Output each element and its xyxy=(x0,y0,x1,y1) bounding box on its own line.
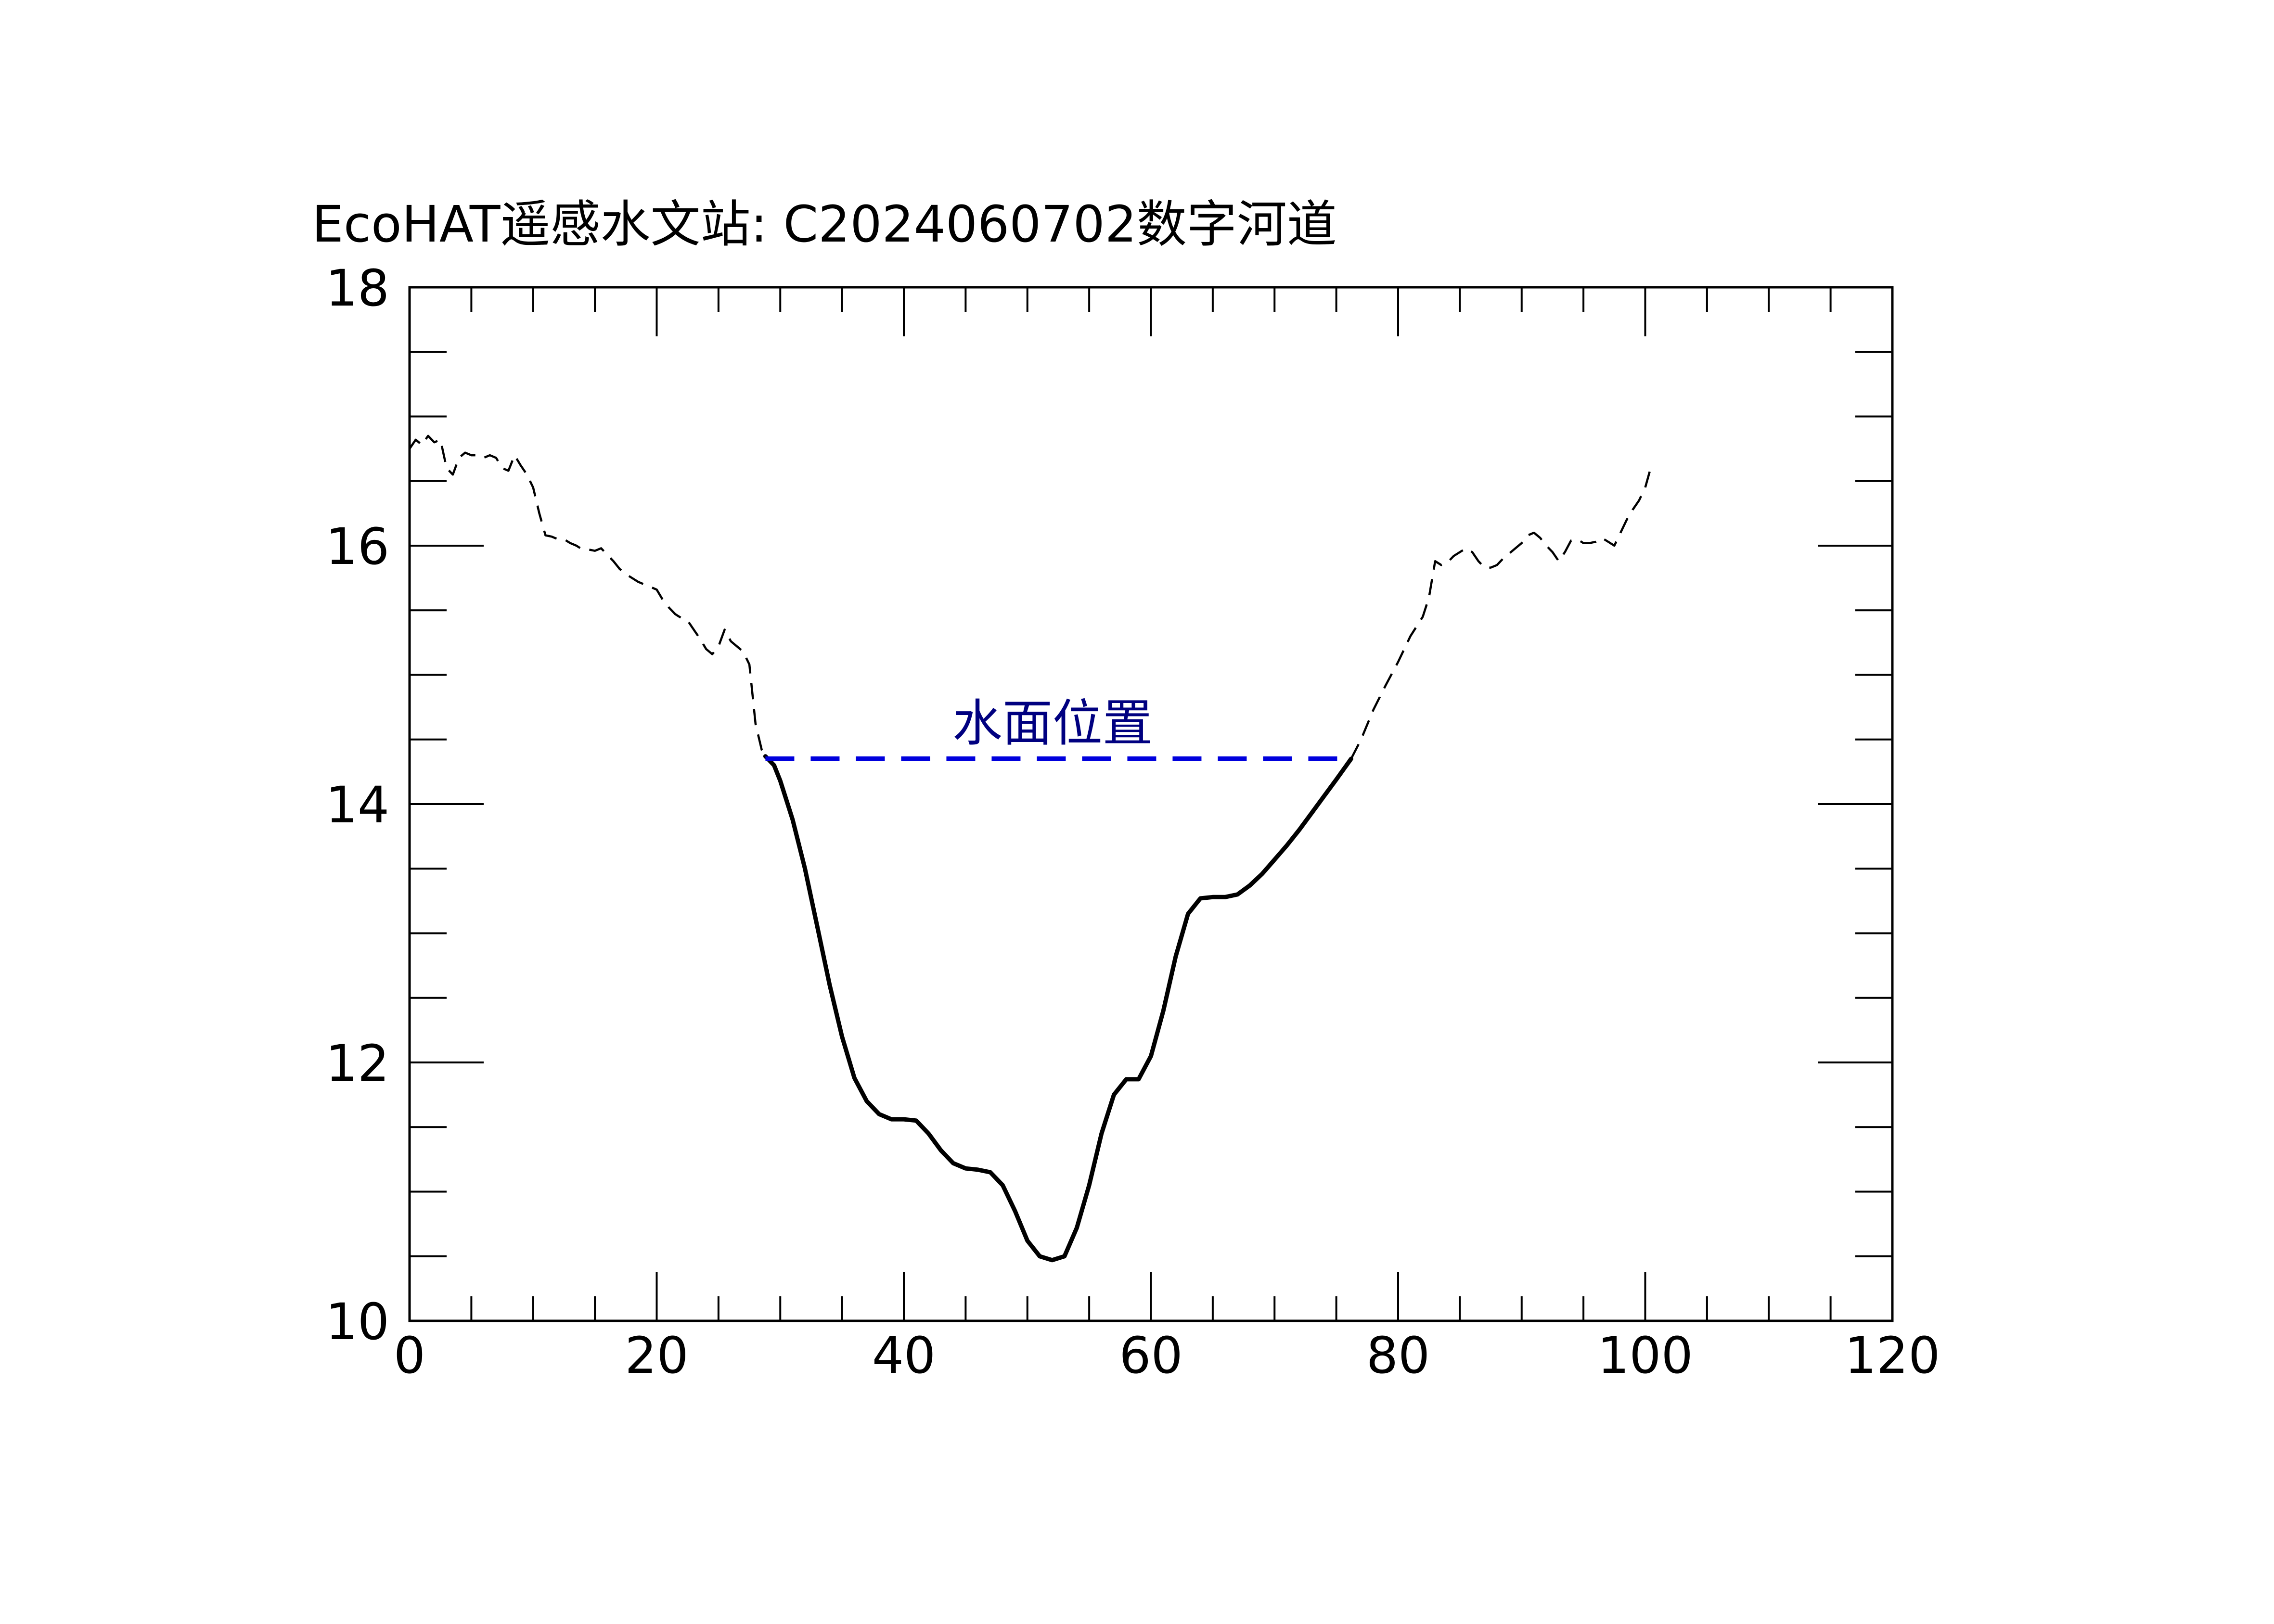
x-tick-label-100: 100 xyxy=(1597,1326,1693,1385)
series-line-0-dashed xyxy=(409,435,767,757)
series-line-2-dashed xyxy=(1350,465,1653,760)
plot-frame xyxy=(408,286,1894,1322)
chart-title: EcoHAT遥感水文站: C2024060702数字河道 xyxy=(312,195,1337,254)
x-tick-label-60: 60 xyxy=(1119,1326,1182,1385)
water-level-layer: 水面位置 xyxy=(765,694,1351,762)
x-tick-label-0: 0 xyxy=(394,1326,425,1385)
y-tick-label-10: 10 xyxy=(326,1292,389,1351)
x-tick-label-40: 40 xyxy=(872,1326,936,1385)
tick-layer xyxy=(409,286,1893,1322)
series-layer xyxy=(409,435,1653,1263)
y-tick-label-14: 14 xyxy=(326,776,389,834)
x-tick-label-80: 80 xyxy=(1366,1326,1430,1385)
y-tick-label-18: 18 xyxy=(326,259,389,318)
tick-label-layer: 0 20 40 60 80 100 120 10 12 14 16 18 xyxy=(326,259,1940,1385)
y-tick-label-16: 16 xyxy=(326,517,389,576)
x-tick-label-20: 20 xyxy=(625,1326,688,1385)
water-level-label: 水面位置 xyxy=(952,694,1153,753)
y-tick-label-12: 12 xyxy=(326,1034,389,1093)
x-tick-label-120: 120 xyxy=(1845,1326,1940,1385)
series-line-1-solid xyxy=(763,754,1353,1263)
